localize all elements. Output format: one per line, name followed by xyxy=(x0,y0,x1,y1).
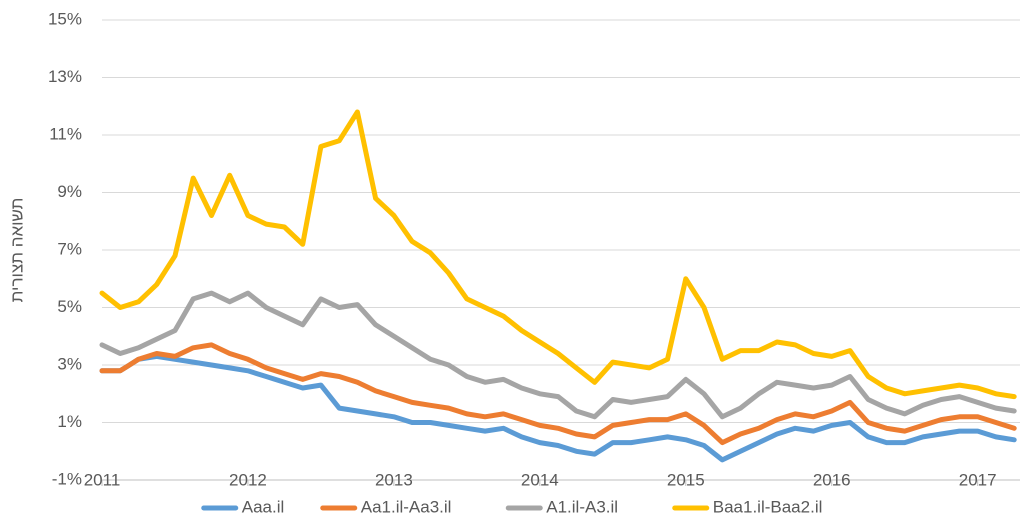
legend-label: A1.il-A3.il xyxy=(546,497,618,516)
series-line xyxy=(99,353,1017,463)
y-tick-label: 1% xyxy=(57,412,82,431)
series-line xyxy=(99,109,1017,400)
x-tick-label: 2013 xyxy=(375,470,413,489)
x-tick-label: 2012 xyxy=(229,470,267,489)
legend-label: Aaa.il xyxy=(242,497,285,516)
y-tick-label: 9% xyxy=(57,182,82,201)
x-tick-label: 2015 xyxy=(667,470,705,489)
x-tick-label: 2016 xyxy=(813,470,851,489)
y-tick-label: 15% xyxy=(48,9,82,28)
legend-label: Baa1.il-Baa2.il xyxy=(713,497,823,516)
y-tick-label: 3% xyxy=(57,354,82,373)
y-tick-label: 11% xyxy=(49,124,82,143)
legend-label: Aa1.il-Aa3.il xyxy=(361,497,452,516)
y-tick-label: 7% xyxy=(57,239,82,258)
y-axis-label: תשואה תצורית xyxy=(7,198,26,303)
series-line xyxy=(99,290,1017,420)
series-line xyxy=(99,342,1017,446)
x-tick-label: 2017 xyxy=(959,470,997,489)
y-tick-label: 13% xyxy=(48,67,82,86)
y-tick-label: 5% xyxy=(57,297,82,316)
y-tick-label: -1% xyxy=(52,469,82,488)
x-tick-label: 2014 xyxy=(521,470,559,489)
x-tick-label: 2011 xyxy=(84,470,121,489)
